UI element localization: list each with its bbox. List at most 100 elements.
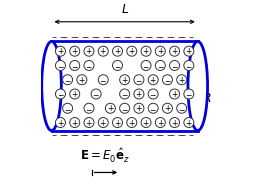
Text: $-$: $-$ bbox=[142, 61, 150, 70]
Text: $+$: $+$ bbox=[142, 46, 150, 56]
Text: $-$: $-$ bbox=[71, 61, 79, 70]
Circle shape bbox=[113, 118, 122, 128]
Text: $+$: $+$ bbox=[135, 89, 143, 99]
Circle shape bbox=[91, 89, 101, 99]
Circle shape bbox=[113, 46, 122, 56]
Text: $-\ -$: $-\ -$ bbox=[105, 132, 120, 138]
Text: $+$: $+$ bbox=[164, 103, 171, 113]
Circle shape bbox=[170, 118, 180, 128]
Text: $+$: $+$ bbox=[71, 46, 79, 56]
Circle shape bbox=[127, 46, 137, 56]
Text: $-\ -$: $-\ -$ bbox=[126, 34, 141, 40]
Text: $-\ -$: $-\ -$ bbox=[94, 34, 109, 40]
Circle shape bbox=[141, 46, 151, 56]
Text: $+$: $+$ bbox=[171, 46, 178, 56]
Circle shape bbox=[184, 46, 194, 56]
Circle shape bbox=[98, 46, 108, 56]
Circle shape bbox=[70, 60, 80, 70]
Text: $-\ -$: $-\ -$ bbox=[115, 34, 130, 40]
Circle shape bbox=[63, 103, 73, 113]
Text: $+$: $+$ bbox=[157, 118, 164, 128]
Text: $-\ -$: $-\ -$ bbox=[94, 132, 109, 138]
Text: $-\ -$: $-\ -$ bbox=[180, 34, 194, 40]
Circle shape bbox=[177, 75, 187, 85]
Text: $-\ -$: $-\ -$ bbox=[73, 132, 88, 138]
Circle shape bbox=[184, 118, 194, 128]
Circle shape bbox=[113, 60, 122, 70]
Text: $+$: $+$ bbox=[100, 46, 107, 56]
Text: $+$: $+$ bbox=[150, 75, 157, 85]
Text: $+$: $+$ bbox=[178, 75, 185, 85]
Circle shape bbox=[84, 118, 94, 128]
Text: $-\ -$: $-\ -$ bbox=[147, 34, 162, 40]
Text: $-$: $-$ bbox=[85, 61, 93, 70]
Circle shape bbox=[120, 89, 130, 99]
Text: $+$: $+$ bbox=[185, 46, 193, 56]
Circle shape bbox=[84, 60, 94, 70]
Text: $+$: $+$ bbox=[114, 118, 121, 128]
Text: $-\ -$: $-\ -$ bbox=[158, 34, 173, 40]
Text: $-$: $-$ bbox=[92, 90, 100, 98]
Text: $-\ -$: $-\ -$ bbox=[169, 34, 184, 40]
Text: $+$: $+$ bbox=[135, 103, 143, 113]
Text: $+$: $+$ bbox=[100, 118, 107, 128]
Bar bbox=[51, 41, 198, 131]
Circle shape bbox=[98, 118, 108, 128]
Text: $-$: $-$ bbox=[178, 104, 186, 113]
Ellipse shape bbox=[188, 41, 207, 131]
Circle shape bbox=[55, 60, 66, 70]
Text: $\mathbf{E} = E_0\hat{\mathbf{e}}_z$: $\mathbf{E} = E_0\hat{\mathbf{e}}_z$ bbox=[80, 147, 130, 165]
Text: $-$: $-$ bbox=[99, 75, 107, 84]
Text: $-\ -$: $-\ -$ bbox=[51, 132, 66, 138]
Text: $-\ -$: $-\ -$ bbox=[62, 132, 77, 138]
Circle shape bbox=[170, 46, 180, 56]
Text: $-$: $-$ bbox=[164, 75, 171, 84]
Circle shape bbox=[134, 75, 144, 85]
Circle shape bbox=[55, 118, 66, 128]
Text: $+$: $+$ bbox=[71, 118, 79, 128]
Text: $-\ -$: $-\ -$ bbox=[147, 132, 162, 138]
Circle shape bbox=[134, 89, 144, 99]
Circle shape bbox=[148, 103, 158, 113]
Text: $+$: $+$ bbox=[142, 118, 150, 128]
Text: $+$: $+$ bbox=[185, 118, 193, 128]
Circle shape bbox=[77, 75, 87, 85]
Circle shape bbox=[170, 89, 180, 99]
Text: $-$: $-$ bbox=[121, 104, 128, 113]
Text: $-\ -$: $-\ -$ bbox=[83, 34, 98, 40]
Text: $-\ -$: $-\ -$ bbox=[169, 132, 184, 138]
Text: $-$: $-$ bbox=[149, 90, 157, 98]
Text: $-\ -$: $-\ -$ bbox=[137, 34, 152, 40]
Text: $+$: $+$ bbox=[85, 118, 93, 128]
Text: $-\ -$: $-\ -$ bbox=[158, 132, 173, 138]
Text: $+$: $+$ bbox=[157, 46, 164, 56]
Text: $-$: $-$ bbox=[121, 90, 128, 98]
Text: $-$: $-$ bbox=[114, 61, 121, 70]
Ellipse shape bbox=[42, 41, 61, 131]
Circle shape bbox=[120, 103, 130, 113]
Text: $-\ -$: $-\ -$ bbox=[137, 132, 152, 138]
Circle shape bbox=[105, 103, 115, 113]
Text: $-$: $-$ bbox=[185, 90, 193, 98]
Circle shape bbox=[141, 60, 151, 70]
Circle shape bbox=[141, 118, 151, 128]
Text: $+$: $+$ bbox=[71, 89, 79, 99]
Circle shape bbox=[70, 89, 80, 99]
Circle shape bbox=[155, 46, 165, 56]
Circle shape bbox=[134, 103, 144, 113]
Text: $L$: $L$ bbox=[121, 2, 129, 15]
Circle shape bbox=[148, 75, 158, 85]
Circle shape bbox=[84, 103, 94, 113]
Circle shape bbox=[155, 60, 165, 70]
Text: $+$: $+$ bbox=[171, 118, 178, 128]
Text: $+$: $+$ bbox=[128, 118, 135, 128]
Text: $+$: $+$ bbox=[107, 103, 114, 113]
Circle shape bbox=[148, 89, 158, 99]
Text: $-\ -$: $-\ -$ bbox=[126, 132, 141, 138]
Circle shape bbox=[184, 60, 194, 70]
Text: $+$: $+$ bbox=[78, 75, 86, 85]
Circle shape bbox=[127, 118, 137, 128]
Circle shape bbox=[177, 103, 187, 113]
Text: $-$: $-$ bbox=[135, 75, 143, 84]
Text: $+$: $+$ bbox=[57, 118, 64, 128]
